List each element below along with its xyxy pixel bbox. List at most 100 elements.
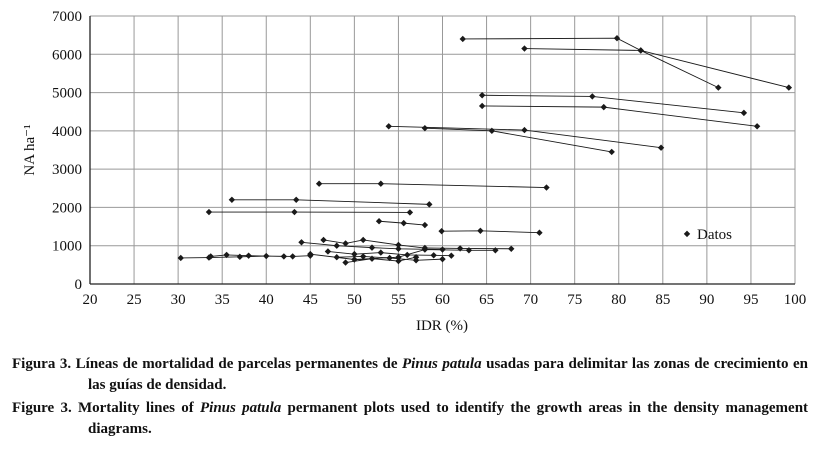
- point: [600, 103, 607, 111]
- point: [439, 255, 446, 263]
- point: [395, 241, 402, 249]
- point: [280, 253, 288, 260]
- caption-label: Figura 3.: [12, 356, 72, 372]
- point: [207, 253, 214, 260]
- y-tick-label: 2000: [52, 200, 82, 216]
- point: [536, 229, 543, 236]
- point: [608, 148, 615, 156]
- x-tick-label: 45: [303, 292, 318, 308]
- point: [385, 123, 392, 130]
- point: [478, 102, 486, 110]
- x-tick-label: 55: [391, 292, 406, 308]
- caption-before: Mortality lines of: [77, 400, 194, 416]
- caption-after: permanent plots used to identify the gro…: [88, 400, 809, 437]
- point: [404, 251, 411, 259]
- x-axis-label: IDR (%): [416, 318, 468, 334]
- x-tick-label: 100: [784, 292, 807, 308]
- point: [342, 259, 349, 266]
- point: [438, 227, 445, 235]
- point: [324, 248, 332, 255]
- point: [430, 252, 437, 259]
- point: [375, 218, 383, 225]
- point: [406, 209, 414, 216]
- point: [333, 242, 340, 249]
- caption-before: Líneas de mortalidad de parcelas permane…: [75, 356, 398, 372]
- x-tick-label: 70: [523, 292, 538, 308]
- point: [291, 208, 298, 216]
- point: [439, 246, 446, 253]
- y-tick-label: 6000: [52, 47, 82, 63]
- point: [421, 124, 429, 132]
- point: [368, 255, 376, 262]
- point: [359, 236, 367, 244]
- point: [426, 201, 433, 208]
- x-tick-label: 40: [259, 292, 274, 308]
- point: [289, 253, 296, 260]
- caption-after: usadas para delimitar las zonas de creci…: [88, 356, 809, 393]
- point: [637, 47, 644, 54]
- point: [351, 250, 358, 258]
- y-tick-label: 0: [75, 277, 83, 293]
- caption-italic: Pinus patula: [199, 400, 282, 416]
- point: [543, 184, 550, 191]
- x-tick-label: 75: [567, 292, 582, 308]
- point: [657, 144, 665, 151]
- point: [307, 250, 314, 258]
- point: [320, 236, 327, 244]
- point: [400, 219, 407, 227]
- point: [395, 245, 402, 252]
- y-axis-label: NA ha⁻¹: [22, 124, 38, 175]
- x-tick-label: 80: [611, 292, 626, 308]
- point: [395, 254, 402, 261]
- x-tick-label: 25: [127, 292, 142, 308]
- x-tick-label: 65: [479, 292, 494, 308]
- point: [395, 257, 402, 265]
- point: [236, 253, 244, 261]
- point: [421, 246, 429, 253]
- point: [351, 256, 358, 263]
- y-tick-label: 5000: [52, 86, 82, 102]
- point: [508, 245, 515, 252]
- point: [448, 252, 455, 259]
- x-tick-label: 95: [743, 292, 758, 308]
- point: [315, 180, 323, 187]
- point: [386, 254, 393, 262]
- point: [753, 123, 761, 130]
- legend-marker: [683, 230, 691, 238]
- point: [412, 257, 420, 264]
- point: [740, 109, 748, 117]
- y-tick-label: 1000: [52, 239, 82, 255]
- x-tick-label: 20: [83, 292, 98, 308]
- point: [205, 208, 213, 216]
- point: [223, 251, 230, 259]
- x-tick-label: 50: [347, 292, 362, 308]
- point: [377, 249, 385, 256]
- point: [177, 254, 184, 262]
- point: [421, 221, 429, 229]
- point: [715, 84, 722, 91]
- point: [359, 253, 367, 260]
- point: [293, 196, 300, 203]
- caption-italic: Pinus patula: [402, 356, 482, 372]
- point: [456, 245, 464, 252]
- y-tick-label: 3000: [52, 162, 82, 178]
- x-tick-label: 85: [655, 292, 670, 308]
- captions: Figura 3. Líneas de mortalidad de parcel…: [12, 354, 808, 442]
- y-tick-label: 4000: [52, 124, 82, 140]
- point: [368, 244, 376, 251]
- point: [377, 180, 385, 187]
- x-tick-label: 60: [435, 292, 450, 308]
- point: [228, 196, 236, 203]
- y-tick-label: 7000: [52, 9, 82, 25]
- point: [521, 45, 528, 52]
- point: [477, 227, 484, 234]
- x-tick-label: 30: [171, 292, 186, 308]
- caption-label: Figure 3.: [12, 400, 72, 416]
- point: [521, 126, 528, 134]
- point: [478, 92, 486, 99]
- legend-label: Datos: [697, 227, 732, 243]
- point: [589, 93, 596, 100]
- caption: Figura 3. Líneas de mortalidad de parcel…: [12, 354, 808, 396]
- point: [459, 35, 466, 43]
